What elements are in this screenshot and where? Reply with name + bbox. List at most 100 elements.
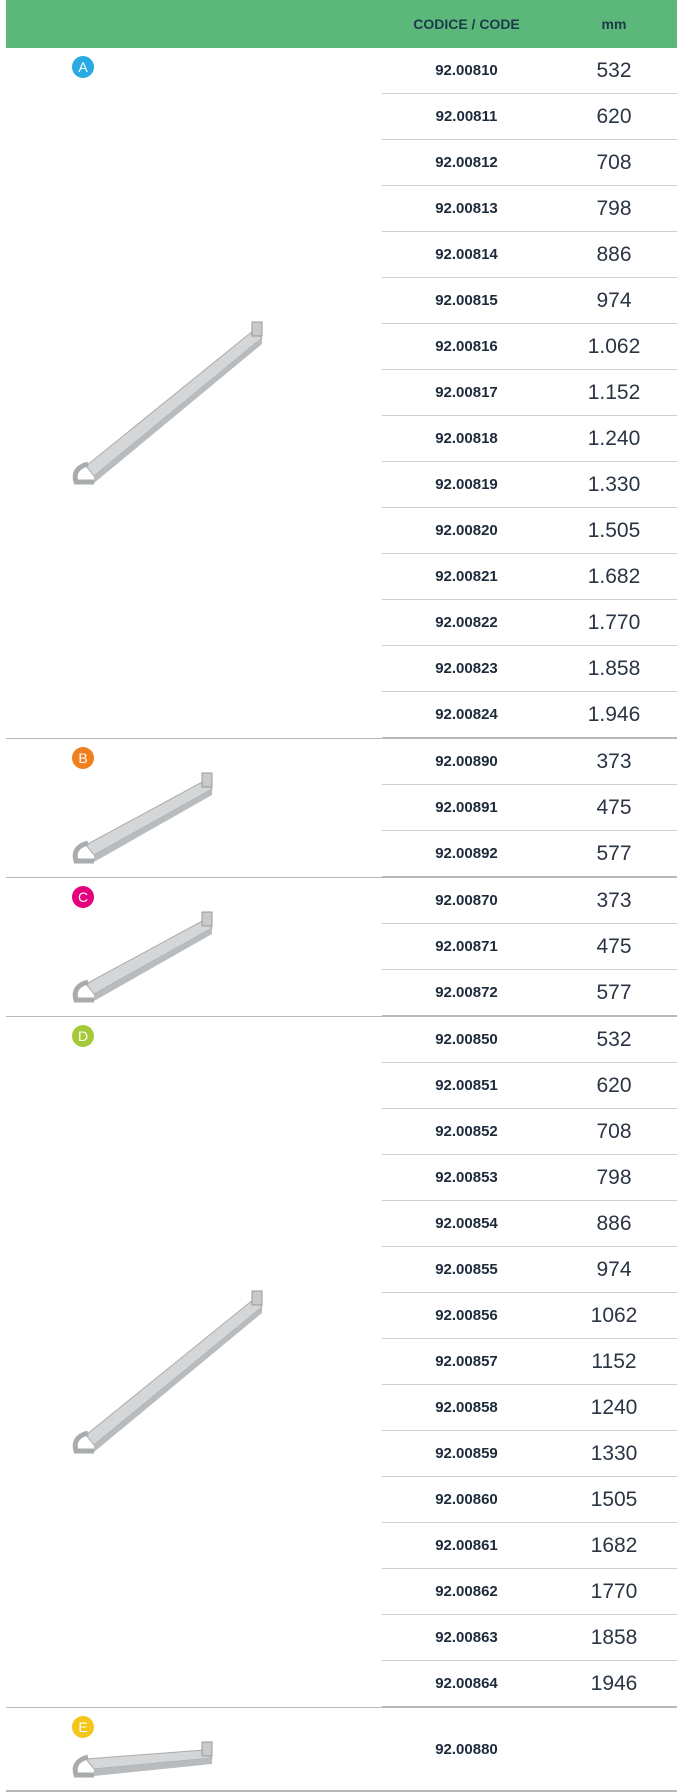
product-code: 92.00870 [382,877,551,924]
length-mm: 577 [551,831,677,878]
length-mm: 1.330 [551,462,677,508]
product-code: 92.00818 [382,416,551,462]
group-badge: B [72,747,94,769]
product-code: 92.00817 [382,370,551,416]
product-code: 92.00858 [382,1385,551,1431]
image-cell: C [6,877,382,1016]
header-blank [6,0,382,48]
length-mm: 1330 [551,1431,677,1477]
length-mm: 1.858 [551,646,677,692]
length-mm: 373 [551,877,677,924]
product-code: 92.00855 [382,1247,551,1293]
product-code: 92.00859 [382,1431,551,1477]
length-mm: 373 [551,738,677,785]
product-code: 92.00872 [382,970,551,1017]
page: CODICE / CODE mm A 92.0081053292.0081162… [0,0,686,1787]
length-mm: 1.152 [551,370,677,416]
product-code: 92.00816 [382,324,551,370]
image-cell: B [6,738,382,877]
product-code: 92.00815 [382,278,551,324]
product-code: 92.00819 [382,462,551,508]
length-mm: 620 [551,94,677,140]
product-code: 92.00813 [382,186,551,232]
product-code: 92.00812 [382,140,551,186]
image-cell: E [6,1707,382,1791]
product-code: 92.00810 [382,48,551,94]
length-mm [551,1707,677,1791]
product-code: 92.00871 [382,924,551,970]
header-row: CODICE / CODE mm [6,0,677,48]
image-cell: A [6,48,382,738]
length-mm: 1.682 [551,554,677,600]
product-code: 92.00850 [382,1016,551,1063]
length-mm: 708 [551,1109,677,1155]
product-code: 92.00860 [382,1477,551,1523]
product-image [66,1738,216,1781]
length-mm: 532 [551,1016,677,1063]
group-badge: C [72,886,94,908]
length-mm: 1.770 [551,600,677,646]
length-mm: 798 [551,186,677,232]
product-code: 92.00864 [382,1661,551,1708]
length-mm: 620 [551,1063,677,1109]
product-code: 92.00891 [382,785,551,831]
image-cell: D [6,1016,382,1707]
length-mm: 886 [551,232,677,278]
group-badge: A [72,56,94,78]
product-code: 92.00862 [382,1569,551,1615]
header-code: CODICE / CODE [382,0,551,48]
length-mm: 1.240 [551,416,677,462]
product-code: 92.00822 [382,600,551,646]
length-mm: 708 [551,140,677,186]
table-row: E 92.00880 [6,1707,677,1791]
length-mm: 1.505 [551,508,677,554]
product-code: 92.00824 [382,692,551,739]
product-code: 92.00811 [382,94,551,140]
length-mm: 577 [551,970,677,1017]
length-mm: 1.946 [551,692,677,739]
product-code: 92.00820 [382,508,551,554]
product-image [66,908,216,1006]
product-code: 92.00814 [382,232,551,278]
length-mm: 1946 [551,1661,677,1708]
product-code: 92.00823 [382,646,551,692]
product-code: 92.00861 [382,1523,551,1569]
product-code: 92.00857 [382,1339,551,1385]
length-mm: 886 [551,1201,677,1247]
product-image [66,1287,266,1457]
length-mm: 1858 [551,1615,677,1661]
length-mm: 1240 [551,1385,677,1431]
length-mm: 1770 [551,1569,677,1615]
product-code: 92.00851 [382,1063,551,1109]
length-mm: 475 [551,924,677,970]
length-mm: 974 [551,278,677,324]
product-code: 92.00852 [382,1109,551,1155]
product-code: 92.00821 [382,554,551,600]
length-mm: 1505 [551,1477,677,1523]
product-code: 92.00854 [382,1201,551,1247]
group-badge: E [72,1716,94,1738]
product-code: 92.00892 [382,831,551,878]
product-code: 92.00853 [382,1155,551,1201]
product-code: 92.00863 [382,1615,551,1661]
product-code: 92.00880 [382,1707,551,1791]
length-mm: 532 [551,48,677,94]
length-mm: 1682 [551,1523,677,1569]
group-badge: D [72,1025,94,1047]
header-mm: mm [551,0,677,48]
product-image [66,769,216,867]
product-code: 92.00856 [382,1293,551,1339]
length-mm: 475 [551,785,677,831]
length-mm: 798 [551,1155,677,1201]
product-code: 92.00890 [382,738,551,785]
length-mm: 1152 [551,1339,677,1385]
length-mm: 974 [551,1247,677,1293]
length-mm: 1062 [551,1293,677,1339]
product-image [66,318,266,488]
length-mm: 1.062 [551,324,677,370]
